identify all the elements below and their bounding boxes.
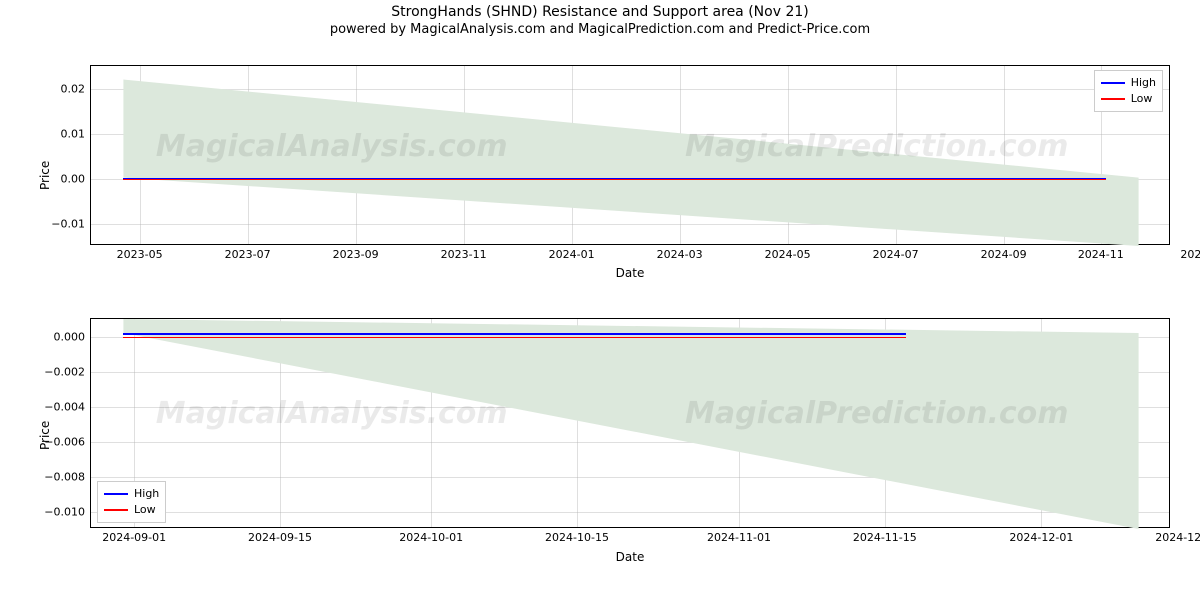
ytick-label: 0.02 xyxy=(61,82,92,95)
xtick-label: 2024-01 xyxy=(549,244,595,261)
xtick-label: 2025-01 xyxy=(1180,244,1200,261)
xtick-label: 2024-11-15 xyxy=(853,527,917,544)
xtick-label: 2024-10-15 xyxy=(545,527,609,544)
legend-label: High xyxy=(134,486,159,502)
gridline-v xyxy=(577,319,578,527)
gridline-h xyxy=(91,442,1169,443)
xtick-label: 2024-12-01 xyxy=(1009,527,1073,544)
gridline-v xyxy=(885,319,886,527)
xtick-label: 2024-12-15 xyxy=(1155,527,1200,544)
ytick-label: 0.000 xyxy=(54,330,92,343)
figure: StrongHands (SHND) Resistance and Suppor… xyxy=(0,0,1200,600)
title-block: StrongHands (SHND) Resistance and Suppor… xyxy=(0,4,1200,37)
gridline-v xyxy=(280,319,281,527)
gridline-v xyxy=(572,66,573,244)
ytick-label: −0.010 xyxy=(44,505,91,518)
top-plot-area: −0.010.000.010.022023-052023-072023-0920… xyxy=(91,66,1169,244)
legend-swatch xyxy=(104,493,128,495)
legend-label: Low xyxy=(134,502,156,518)
bottom-xlabel: Date xyxy=(90,550,1170,564)
xtick-label: 2024-09-01 xyxy=(102,527,166,544)
gridline-v xyxy=(464,66,465,244)
legend-item: High xyxy=(104,486,159,502)
legend-swatch xyxy=(1101,98,1125,100)
gridline-v xyxy=(356,66,357,244)
gridline-h xyxy=(91,372,1169,373)
low-line xyxy=(123,337,906,339)
low-line xyxy=(123,179,1106,181)
bottom-ylabel: Price xyxy=(38,421,52,450)
ytick-label: −0.002 xyxy=(44,365,91,378)
top-xlabel: Date xyxy=(90,266,1170,280)
xtick-label: 2024-09-15 xyxy=(248,527,312,544)
gridline-v xyxy=(680,66,681,244)
gridline-v xyxy=(1004,66,1005,244)
legend-swatch xyxy=(104,509,128,511)
xtick-label: 2024-11 xyxy=(1078,244,1124,261)
xtick-label: 2023-11 xyxy=(441,244,487,261)
gridline-h xyxy=(91,407,1169,408)
legend: HighLow xyxy=(1094,70,1163,112)
legend-label: High xyxy=(1131,75,1156,91)
gridline-v xyxy=(788,66,789,244)
chart-title: StrongHands (SHND) Resistance and Suppor… xyxy=(0,4,1200,20)
xtick-label: 2024-03 xyxy=(657,244,703,261)
chart-subtitle: powered by MagicalAnalysis.com and Magic… xyxy=(0,22,1200,37)
bottom-panel: 0.000−0.002−0.004−0.006−0.008−0.0102024-… xyxy=(90,318,1170,528)
gridline-h xyxy=(91,477,1169,478)
ytick-label: −0.004 xyxy=(44,400,91,413)
legend-label: Low xyxy=(1131,91,1153,107)
xtick-label: 2024-05 xyxy=(765,244,811,261)
top-panel: −0.010.000.010.022023-052023-072023-0920… xyxy=(90,65,1170,245)
watermark-text: MagicalAnalysis.com xyxy=(156,396,508,431)
gridline-v xyxy=(739,319,740,527)
legend-item: High xyxy=(1101,75,1156,91)
xtick-label: 2024-10-01 xyxy=(399,527,463,544)
legend-item: Low xyxy=(104,502,159,518)
xtick-label: 2024-11-01 xyxy=(707,527,771,544)
legend-swatch xyxy=(1101,82,1125,84)
ytick-label: −0.008 xyxy=(44,470,91,483)
gridline-v xyxy=(1041,319,1042,527)
gridline-v xyxy=(431,319,432,527)
legend: HighLow xyxy=(97,481,166,523)
gridline-v xyxy=(140,66,141,244)
gridline-h xyxy=(91,224,1169,225)
support-resistance-area xyxy=(91,66,1171,246)
gridline-v xyxy=(896,66,897,244)
xtick-label: 2023-05 xyxy=(117,244,163,261)
bottom-plot-area: 0.000−0.002−0.004−0.006−0.008−0.0102024-… xyxy=(91,319,1169,527)
gridline-h xyxy=(91,512,1169,513)
high-line xyxy=(123,333,906,335)
watermark-text: MagicalPrediction.com xyxy=(685,396,1069,431)
ytick-label: 0.01 xyxy=(61,127,92,140)
xtick-label: 2024-07 xyxy=(873,244,919,261)
xtick-label: 2024-09 xyxy=(981,244,1027,261)
ytick-label: 0.00 xyxy=(61,172,92,185)
xtick-label: 2023-07 xyxy=(225,244,271,261)
ytick-label: −0.01 xyxy=(51,217,91,230)
legend-item: Low xyxy=(1101,91,1156,107)
gridline-h xyxy=(91,89,1169,90)
gridline-v xyxy=(248,66,249,244)
gridline-h xyxy=(91,134,1169,135)
xtick-label: 2023-09 xyxy=(333,244,379,261)
top-ylabel: Price xyxy=(38,161,52,190)
support-resistance-area xyxy=(91,319,1171,529)
